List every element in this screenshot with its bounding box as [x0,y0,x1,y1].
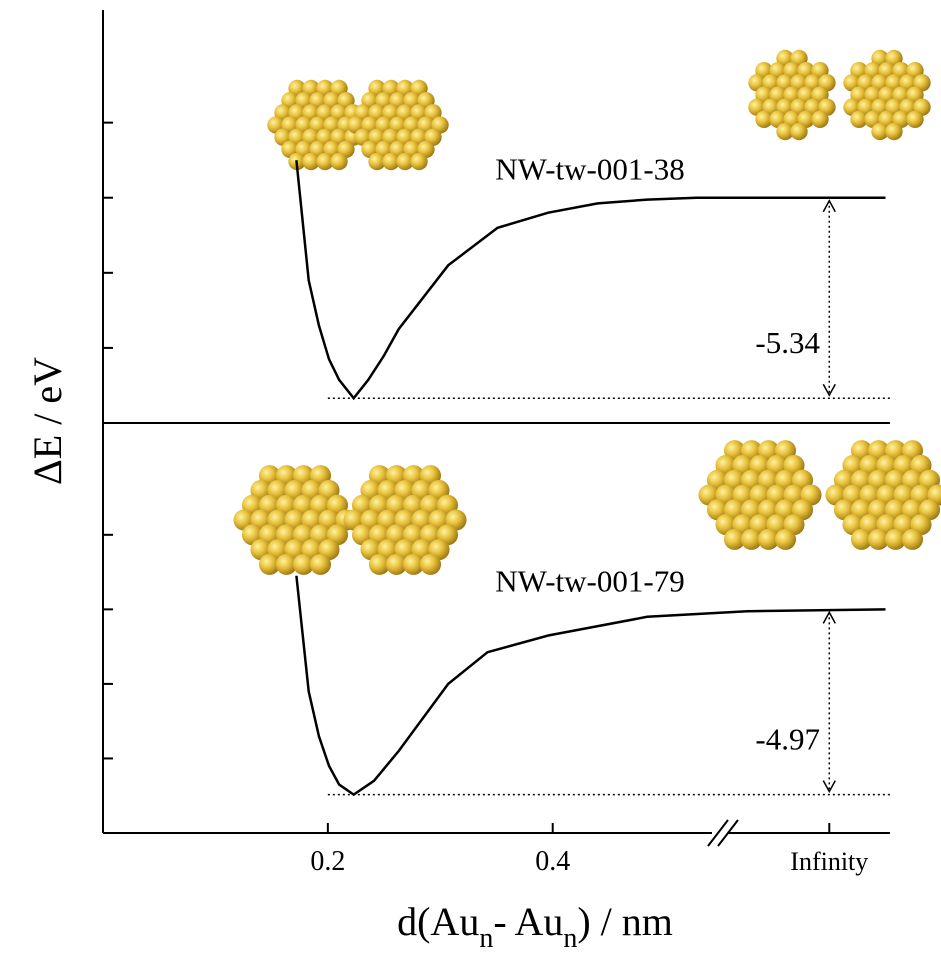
series-label: NW-tw-001-38 [495,152,684,187]
atom [410,152,428,171]
x-axis-label: d(Aun- Aun) / nm [397,899,673,954]
atom [776,122,794,141]
atom [368,553,391,575]
x-label-part: - Au [493,899,563,944]
x-label-part: d(Au [397,899,479,944]
line-series [295,160,886,401]
x-label-sub: n [563,923,577,954]
x-tick-label: Infinity [790,847,868,876]
series-label: NW-tw-001-79 [495,563,684,598]
atom [385,553,408,575]
atom [330,152,348,171]
atom [396,152,414,171]
atom [906,110,924,129]
arrow-head [822,199,836,213]
arrow-head [822,383,836,397]
atom [402,553,425,575]
atom [850,110,868,129]
atom [309,553,332,575]
line-series [295,575,886,797]
atom [884,528,907,550]
depth-label: -4.97 [755,722,820,757]
atom [302,152,320,171]
atom [382,152,400,171]
atom [292,553,315,575]
x-tick-label: 0.4 [535,846,570,877]
atom [811,110,829,129]
atom [867,528,890,550]
atom [740,528,763,550]
atom [368,152,386,171]
depth-label: -5.34 [755,325,820,360]
atom [757,528,780,550]
atom [723,528,746,550]
x-label-part: ) / nm [577,899,673,944]
x-label-sub: n [479,923,493,954]
atom [871,122,889,141]
atom [850,528,873,550]
atom [258,553,281,575]
atom [275,553,298,575]
atom [419,553,442,575]
arrow-head [822,780,836,794]
arrow-head [822,610,836,624]
axis-break [707,819,739,847]
atom [901,528,924,550]
y-axis-label: ΔE / eV [25,357,70,485]
atom [316,152,334,171]
atom [755,110,773,129]
atom [790,122,808,141]
x-tick-label: 0.2 [310,846,345,877]
cluster-images [233,49,941,575]
atom [774,528,797,550]
atom [885,122,903,141]
